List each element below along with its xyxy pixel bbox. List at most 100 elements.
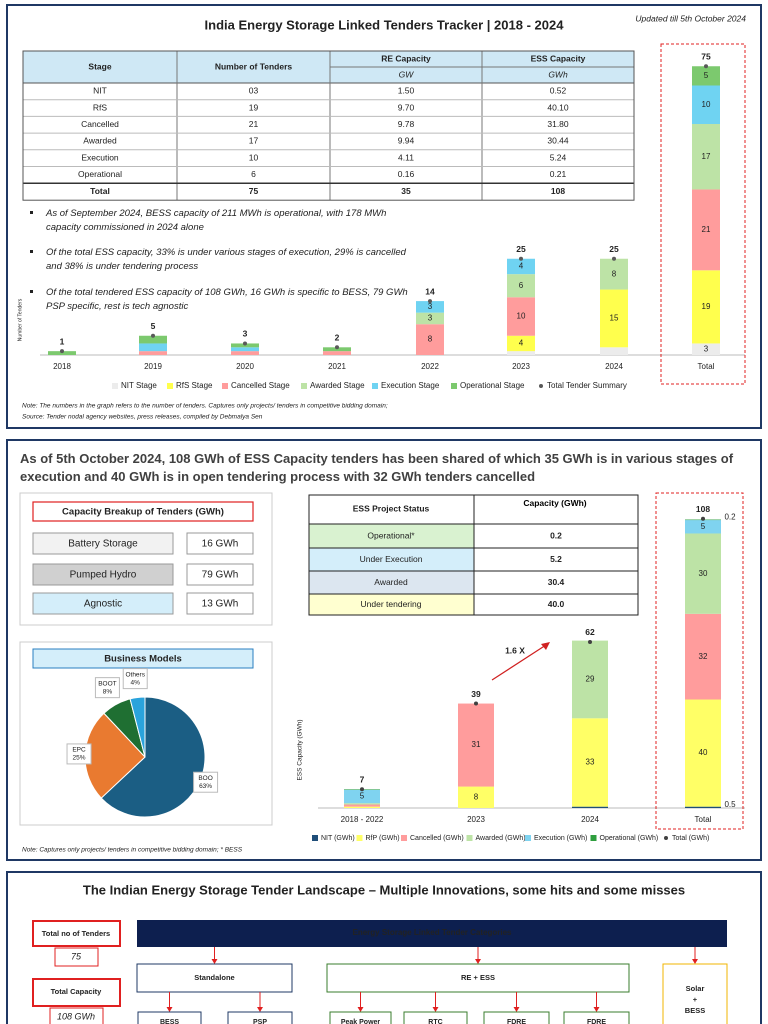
arrow-head [432,1007,439,1012]
arrow-head [257,1007,263,1012]
bar-segment [416,301,444,313]
bar-segment [139,351,167,355]
bullet-text: As of September 2024, BESS capacity of 2… [46,208,387,233]
cell: Cancelled [81,119,119,129]
bar-segment [231,351,259,355]
total-label: 108 [696,504,710,514]
legend-label: Operational Stage [460,381,525,390]
segment-label: 40 [699,748,708,757]
bar-segment [685,806,721,808]
legend-label: NIT Stage [121,381,157,390]
breakup-label-box [32,563,174,586]
total-dot [704,64,708,69]
bar-segment [344,806,380,808]
bar-segment [344,804,380,807]
group-label: Standalone [194,973,234,982]
legend-marker [312,835,318,841]
status-cell [473,523,639,549]
bar-segment [600,289,628,348]
total-cell: 35 [401,186,411,196]
y-axis-label: Number of Tenders [17,298,23,341]
growth-arrow [491,644,547,681]
bullet [30,250,33,253]
breakup-value: 13 GWh [202,599,239,610]
legend-label: Cancelled (GWh) [410,835,464,842]
bar-segment [572,718,608,807]
cell: Awarded [83,136,117,146]
status-label: Under tendering [361,599,422,609]
sub-box [329,1011,392,1024]
cell: 9.94 [398,136,415,146]
x-tick-label: 2024 [581,815,599,824]
arrow-head [593,1007,600,1012]
x-tick-label: 2018 - 2022 [341,815,384,824]
total-label: 25 [609,244,619,254]
segment-label: 8 [428,335,433,344]
bar-segment [416,312,444,325]
legend-marker [401,835,407,841]
cell: 21 [249,119,259,129]
stat-box [32,978,121,1007]
legend-label: RfP (GWh) [366,835,400,842]
sub-label: PSP [253,1019,267,1024]
cell: 0.16 [398,169,415,179]
group-box [662,963,728,1024]
pie-label-box [94,677,120,699]
pie-label-box [66,743,92,765]
sub-box [227,1011,293,1024]
legend-label: Operational (GWh) [600,835,659,842]
segment-label: 32 [699,652,708,661]
arrow-head [166,1007,173,1012]
total-dot [701,516,705,521]
note: Note: Captures only projects/ tenders in… [22,847,243,854]
total-dot [588,639,592,644]
pie-label: EPC [72,747,86,754]
segment-label: 10 [517,312,526,321]
sub-label: RTC [428,1019,442,1024]
legend-marker [112,383,118,389]
bar-segment [458,703,494,787]
x-tick-label: 2023 [467,815,485,824]
legend-label: Total Tender Summary [547,381,627,390]
sub-box [403,1011,468,1024]
segment-label: 33 [586,758,595,767]
segment-label: 3 [428,314,433,323]
stat-label: Total Capacity [51,987,103,996]
legend-marker [356,835,363,841]
segment-label: 8 [474,792,479,801]
legend-marker [451,383,457,389]
column-header: ESS Capacity [531,53,586,63]
legend-marker [466,835,473,841]
pie-label-box [193,771,219,793]
legend-label: RfS Stage [176,381,213,390]
pie-value-label: 63% [199,783,212,790]
updated-note: Updated till 5th October 2024 [635,13,746,23]
sub-box [563,1011,630,1024]
box-title [32,648,254,669]
arrow-head [475,959,481,964]
bar-segment [572,806,608,808]
bar-segment [344,803,380,805]
breakup-value: 79 GWh [202,570,239,581]
stat-value: 75 [71,951,82,961]
x-tick-label: 2020 [236,362,254,371]
total-label: 2 [335,333,340,343]
pie-slice [129,696,146,758]
legend-marker [525,835,531,841]
status-value: 0.2 [550,530,562,540]
bar-segment [507,258,535,275]
bullet-text: Of the total tendered ESS capacity of 10… [46,287,408,312]
legend-label: Total (GWh) [672,835,709,842]
box-title [32,501,254,522]
status-value: 30.4 [548,577,565,587]
x-tick-label: 2023 [512,362,530,371]
cell: Execution [81,152,119,162]
highlight-box [660,43,746,385]
cell: 30.44 [547,136,569,146]
total-cell: Total [90,186,110,196]
column-header: Capacity (GWh) [523,498,587,508]
cell: 40.10 [547,102,569,112]
x-tick-label: 2021 [328,362,346,371]
bar-segment [231,347,259,352]
total-dot [474,701,478,706]
